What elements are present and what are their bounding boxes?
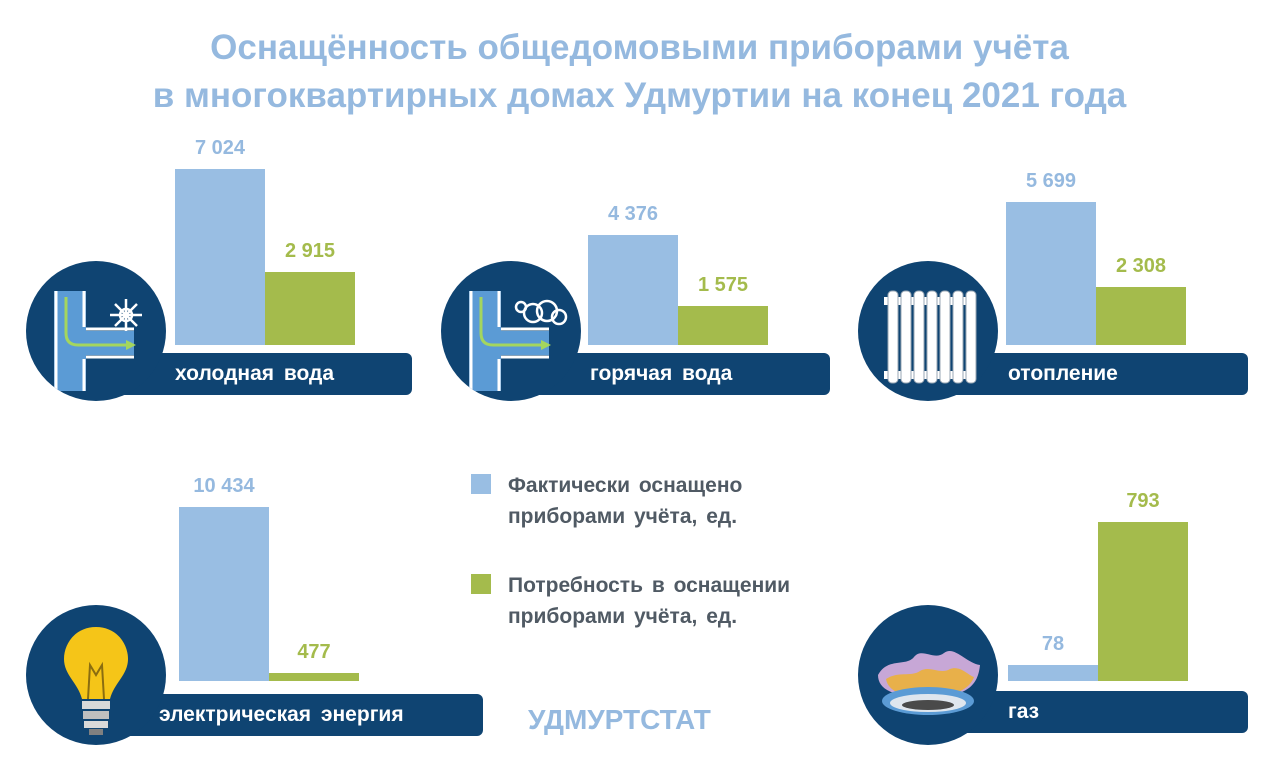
value-label-heating-actual: 5 699: [1025, 170, 1077, 192]
value-label-cold-water-need: 2 915: [284, 240, 336, 262]
legend-swatch-actual: [471, 474, 491, 494]
cold-water-pipe-icon: [26, 261, 166, 401]
legend-swatch-need: [471, 574, 491, 594]
bar-hot-water-actual: [588, 235, 678, 345]
bar-hot-water-need: [678, 306, 768, 345]
category-label-gas: газ: [1008, 700, 1040, 723]
legend-label-actual: Фактически оснащено приборами учёта, ед.: [508, 474, 743, 528]
value-label-electricity-need: 477: [297, 641, 331, 663]
category-label-electricity: электрическая энергия: [159, 703, 404, 726]
category-label-heating: отопление: [1008, 362, 1118, 385]
value-label-cold-water-actual: 7 024: [194, 137, 246, 159]
category-label-cold-water: холодная вода: [175, 362, 335, 385]
bar-electricity-need: [269, 673, 359, 681]
bar-gas-need: [1098, 522, 1188, 681]
bar-cold-water-actual: [175, 169, 265, 345]
bar-gas-actual: [1008, 665, 1098, 681]
light-bulb-icon: [26, 605, 166, 745]
value-label-gas-need: 793: [1126, 490, 1160, 512]
bar-cold-water-need: [265, 272, 355, 345]
gas-burner-icon: [858, 605, 998, 745]
title-line-1: Оснащённость общедомовыми приборами учёт…: [210, 28, 1069, 67]
value-label-hot-water-need: 1 575: [697, 274, 749, 296]
title-line-2: в многоквартирных домах Удмуртии на коне…: [152, 76, 1127, 115]
bar-heating-need: [1096, 287, 1186, 345]
value-label-hot-water-actual: 4 376: [607, 203, 659, 225]
legend-label-need: Потребность в оснащении приборами учёта,…: [508, 574, 791, 628]
value-label-heating-need: 2 308: [1115, 255, 1167, 277]
bar-electricity-actual: [179, 507, 269, 681]
bar-heating-actual: [1006, 202, 1096, 345]
radiator-icon: [858, 261, 998, 401]
hot-water-pipe-icon: [441, 261, 581, 401]
value-label-gas-actual: 78: [1041, 633, 1065, 655]
source-label: УДМУРТСТАТ: [528, 704, 711, 735]
category-label-hot-water: горячая вода: [590, 362, 733, 385]
chart-title: Оснащённость общедомовыми приборами учёт…: [0, 24, 1279, 120]
value-label-electricity-actual: 10 434: [193, 475, 255, 497]
